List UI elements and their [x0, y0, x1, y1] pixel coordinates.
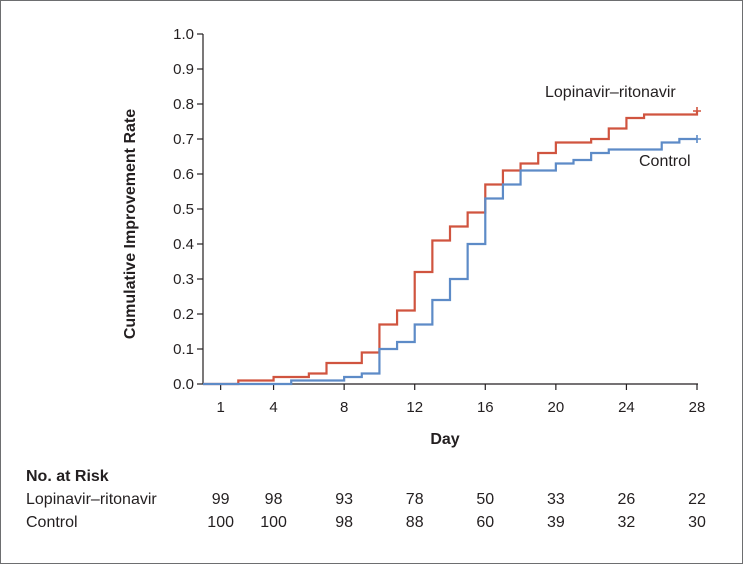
series-label-control: Control	[639, 153, 691, 170]
y-tick-label: 0.8	[173, 96, 194, 113]
y-tick-label: 0.4	[173, 236, 194, 253]
y-tick-label: 1.0	[173, 26, 194, 43]
risk-value-lopinavir: 93	[335, 491, 354, 508]
risk-value-control: 100	[207, 514, 234, 531]
risk-value-control: 30	[688, 514, 706, 531]
risk-value-lopinavir: 22	[688, 491, 706, 508]
y-tick-label: 0.7	[173, 131, 194, 148]
risk-row-label-control: Control	[26, 514, 78, 531]
series-line-control	[203, 137, 697, 386]
risk-value-lopinavir: 50	[476, 491, 495, 508]
risk-value-control: 100	[260, 514, 287, 531]
risk-value-lopinavir: 99	[211, 491, 230, 508]
x-tick-label: 20	[548, 399, 565, 416]
risk-value-lopinavir: 78	[405, 491, 424, 508]
series-line-lopinavir	[203, 111, 699, 386]
risk-value-lopinavir: 26	[617, 491, 636, 508]
x-tick-label: 24	[618, 399, 635, 416]
risk-value-lopinavir: 33	[546, 491, 565, 508]
risk-value-control: 32	[617, 514, 636, 531]
y-tick-label: 0.1	[173, 341, 194, 358]
x-tick-label: 8	[340, 399, 348, 416]
x-axis-label: Day	[430, 431, 460, 448]
series-label-lopinavir: Lopinavir–ritonavir	[545, 84, 676, 101]
y-axis-label: Cumulative Improvement Rate	[122, 108, 139, 340]
x-tick-label: 28	[689, 399, 706, 416]
risk-value-lopinavir: 98	[264, 491, 283, 508]
risk-value-control: 60	[476, 514, 495, 531]
risk-table-title: No. at Risk	[26, 468, 109, 485]
x-tick-label: 4	[269, 399, 277, 416]
y-tick-label: 0.5	[173, 201, 194, 218]
x-tick-label: 1	[216, 399, 224, 416]
x-tick-label: 12	[406, 399, 423, 416]
risk-value-control: 98	[335, 514, 354, 531]
risk-value-control: 88	[405, 514, 424, 531]
x-tick-label: 16	[477, 399, 494, 416]
y-tick-label: 0.3	[173, 271, 194, 288]
y-tick-label: 0.9	[173, 61, 194, 78]
censor-mark-control	[693, 135, 701, 143]
risk-value-control: 39	[546, 514, 565, 531]
censor-mark-lopinavir	[693, 107, 701, 115]
y-tick-label: 0.0	[173, 376, 194, 393]
y-tick-label: 0.6	[173, 166, 194, 183]
risk-row-label-lopinavir: Lopinavir–ritonavir	[26, 491, 157, 508]
y-tick-label: 0.2	[173, 306, 194, 323]
